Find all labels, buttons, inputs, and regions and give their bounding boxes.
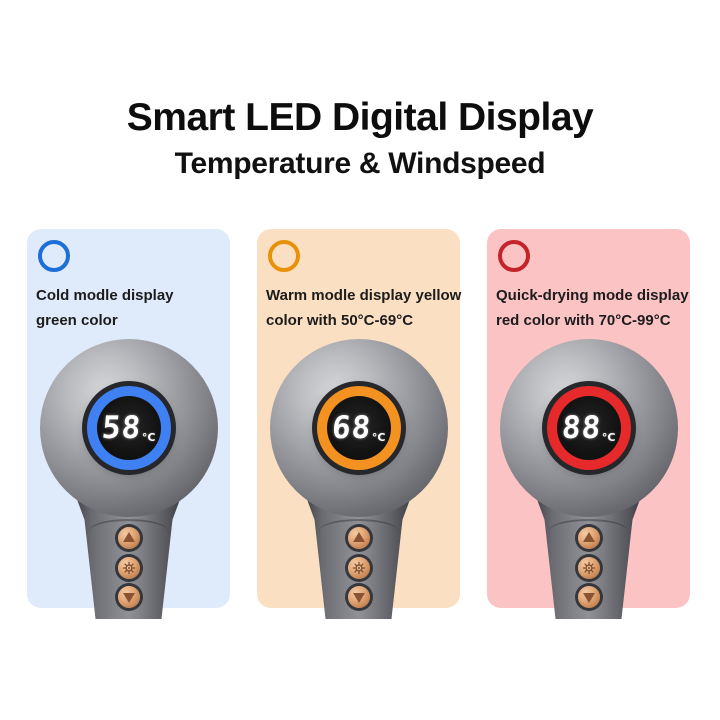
- quick-dry-mode-description-line2: red color with 70°C-99°C: [496, 311, 671, 329]
- led-display: 68 °C: [326, 396, 391, 460]
- page-subtitle: Temperature & Windspeed: [174, 147, 546, 181]
- arrow-up-icon: [352, 532, 365, 542]
- arrow-down-icon: [352, 593, 365, 603]
- arrow-up-icon: [582, 532, 595, 542]
- arrow-up-icon: [122, 532, 135, 542]
- led-display: 88 °C: [556, 396, 621, 460]
- cold-mode-color-ring-icon: [38, 240, 70, 272]
- gear-icon: [582, 561, 595, 575]
- page-title: Smart LED Digital Display: [126, 96, 594, 139]
- panel-warm-mode: Warm modle display yellow color with 50°…: [257, 229, 462, 619]
- mode-panels-row: Cold modle display green color 58 °C: [27, 229, 693, 619]
- wind-speed-up-button: [577, 527, 600, 549]
- arrow-down-icon: [122, 593, 135, 603]
- temperature-unit: °C: [371, 430, 386, 444]
- quick-dry-mode-color-ring-icon: [498, 240, 530, 272]
- cold-mode-description: Cold modle display green color: [36, 284, 228, 334]
- wind-speed-down-button: [117, 586, 140, 608]
- led-display: 58 °C: [96, 396, 161, 460]
- wind-speed-down-button: [347, 586, 370, 608]
- panel-cold-mode: Cold modle display green color 58 °C: [27, 229, 230, 619]
- warm-mode-description-line2: color with 50°C-69°C: [266, 311, 414, 329]
- hair-dryer-image-quick-dry: 88 °C: [487, 229, 690, 624]
- led-ring: 88 °C: [546, 386, 631, 470]
- mode-settings-button: [577, 557, 600, 579]
- quick-dry-mode-description-line1: Quick-drying mode display: [496, 287, 689, 304]
- mode-settings-button: [117, 557, 140, 579]
- panel-quick-drying-mode: Quick-drying mode display red color with…: [487, 229, 690, 619]
- temperature-value: 88: [559, 410, 603, 446]
- gear-icon: [352, 561, 365, 575]
- warm-mode-description: Warm modle display yellow color with 50°…: [266, 284, 462, 334]
- led-ring: 68 °C: [316, 386, 401, 470]
- header: Smart LED Digital Display Temperature & …: [0, 0, 720, 181]
- cold-mode-description-line2: green color: [36, 311, 118, 329]
- hair-dryer-image-warm: 68 °C: [257, 229, 460, 624]
- temperature-value: 68: [329, 410, 373, 446]
- gear-icon: [122, 561, 135, 575]
- hair-dryer-image-cold: 58 °C: [27, 229, 230, 624]
- arrow-down-icon: [582, 593, 595, 603]
- temperature-unit: °C: [141, 430, 156, 444]
- mode-settings-button: [347, 557, 370, 579]
- led-ring: 58 °C: [86, 386, 171, 470]
- wind-speed-up-button: [117, 527, 140, 549]
- temperature-value: 58: [99, 410, 143, 446]
- warm-mode-description-line1: Warm modle display yellow: [266, 287, 462, 304]
- cold-mode-description-line1: Cold modle display: [36, 287, 174, 304]
- temperature-unit: °C: [601, 430, 616, 444]
- wind-speed-up-button: [347, 527, 370, 549]
- warm-mode-color-ring-icon: [268, 240, 300, 272]
- wind-speed-down-button: [577, 586, 600, 608]
- quick-dry-mode-description: Quick-drying mode display red color with…: [496, 284, 689, 334]
